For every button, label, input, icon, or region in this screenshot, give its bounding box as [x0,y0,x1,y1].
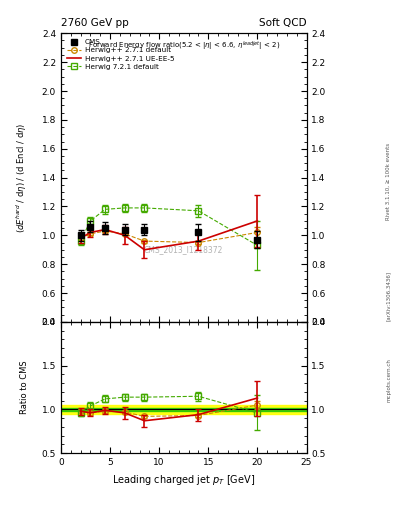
Legend: CMS, Herwig++ 2.7.1 default, Herwig++ 2.7.1 UE-EE-5, Herwig 7.2.1 default: CMS, Herwig++ 2.7.1 default, Herwig++ 2.… [64,37,176,72]
Text: [arXiv:1306.3436]: [arXiv:1306.3436] [386,271,391,322]
Text: mcplots.cern.ch: mcplots.cern.ch [386,358,391,402]
Text: Soft QCD: Soft QCD [259,18,307,28]
Text: CMS_2013_I1218372: CMS_2013_I1218372 [144,245,223,254]
Bar [61,405,307,414]
Text: Rivet 3.1.10, ≥ 100k events: Rivet 3.1.10, ≥ 100k events [386,143,391,221]
Y-axis label: Ratio to CMS: Ratio to CMS [20,361,29,414]
Text: 2760 GeV pp: 2760 GeV pp [61,18,129,28]
X-axis label: Leading charged jet $p_{T}$ [GeV]: Leading charged jet $p_{T}$ [GeV] [112,473,255,486]
Text: Forward Energy flow ratio(5.2 < |$\eta$| < 6.6, $\eta^{leadjet}$| < 2): Forward Energy flow ratio(5.2 < |$\eta$|… [88,39,280,52]
Y-axis label: $(dE^{hard}$ / d$\eta)$ / (d Encl / d$\eta)$: $(dE^{hard}$ / d$\eta)$ / (d Encl / d$\e… [15,122,29,233]
Bar [61,408,307,411]
